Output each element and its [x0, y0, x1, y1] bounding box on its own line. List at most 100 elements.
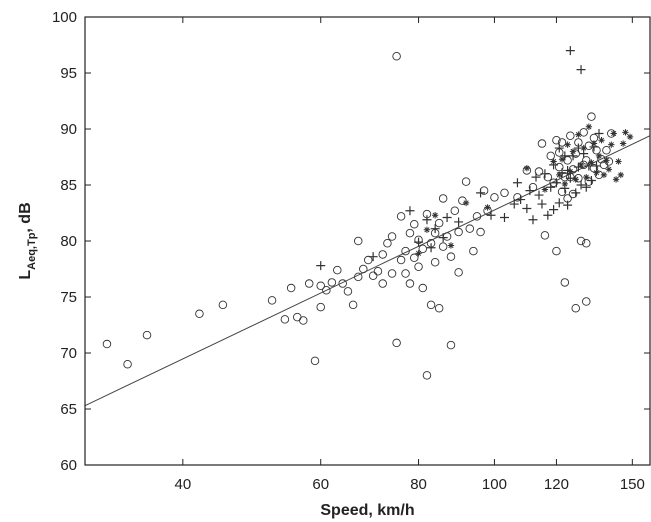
data-point-circle [123, 359, 132, 369]
data-point-circle [422, 371, 432, 380]
data-point-circle [582, 297, 591, 306]
data-point-asterisk [431, 212, 439, 219]
x-tick-label: 120 [544, 476, 569, 493]
y-tick-label: 70 [60, 345, 77, 362]
data-point-circle [353, 272, 363, 282]
x-axis-title: Speed, km/h [320, 502, 414, 519]
data-point-asterisk [561, 180, 569, 188]
x-tick-label: 60 [312, 476, 329, 493]
y-tick-label: 95 [60, 65, 77, 82]
data-point-plus [531, 172, 541, 182]
data-point-plus [540, 169, 550, 179]
data-point-circle [387, 269, 397, 278]
data-point-asterisk [595, 152, 603, 160]
data-point-plus [528, 215, 538, 225]
data-point-asterisk [541, 186, 549, 193]
data-point-asterisk [585, 123, 593, 130]
data-point-plus [522, 204, 532, 214]
data-point-asterisk [590, 140, 598, 147]
data-point-circle [566, 131, 575, 140]
data-point-asterisk [447, 242, 455, 249]
data-point-asterisk [608, 141, 615, 148]
data-point-circle [310, 356, 320, 366]
data-point-asterisk [558, 156, 566, 163]
data-point-circle [405, 279, 415, 288]
data-point-circle [552, 135, 561, 145]
data-point-plus [499, 212, 509, 222]
data-point-circle [490, 193, 499, 202]
x-axis-ticks: 40 60 80 100 120 150 [174, 17, 645, 493]
data-point-circle [378, 279, 387, 288]
data-point-circle [410, 253, 419, 263]
data-point-plus [454, 217, 464, 227]
data-point-asterisk [577, 161, 585, 169]
data-point-asterisk [626, 133, 634, 141]
data-point-circle [387, 232, 397, 241]
y-tick-label: 90 [60, 121, 77, 138]
data-point-circle [102, 339, 112, 349]
data-point-asterisk [462, 199, 470, 207]
data-point-plus [516, 195, 526, 205]
data-point-circle [537, 139, 547, 148]
data-point-circle [368, 271, 378, 280]
data-point-circle [552, 246, 561, 256]
data-point-circle [450, 206, 460, 216]
data-point-circle [426, 300, 436, 310]
data-point-circle [540, 231, 550, 240]
data-point-circle [438, 194, 448, 203]
data-point-asterisk [556, 171, 563, 179]
data-point-asterisk [619, 140, 627, 147]
data-point-plus [586, 176, 596, 186]
x-tick-label: 100 [482, 476, 507, 493]
data-point-circle [338, 279, 347, 288]
data-point-circle [418, 283, 428, 293]
data-point-circle [195, 309, 204, 319]
data-point-circle [584, 141, 594, 151]
data-point-circle [327, 278, 337, 287]
y-tick-label: 100 [52, 9, 77, 26]
data-point-plus [537, 199, 547, 209]
data-point-circle [405, 228, 415, 238]
data-point-plus [426, 243, 436, 253]
data-point-asterisk [572, 176, 579, 183]
data-point-plus [543, 210, 553, 220]
data-point-plus [525, 186, 535, 196]
data-point-plus [563, 200, 573, 210]
data-point-circle [396, 255, 406, 265]
data-point-circle [333, 265, 342, 275]
data-point-circle [316, 302, 325, 312]
data-point-plus [509, 199, 519, 209]
data-point-asterisk [610, 130, 617, 137]
data-point-circle [472, 212, 482, 221]
data-point-circle [218, 300, 228, 310]
y-tick-label: 75 [60, 289, 77, 306]
data-point-circle [513, 193, 522, 202]
data-point-circle [500, 188, 509, 198]
data-point-circle [446, 340, 456, 350]
data-point-circle [392, 338, 401, 348]
data-point-plus [430, 224, 440, 234]
data-point-circle [568, 165, 578, 174]
data-point-asterisk [575, 131, 582, 138]
data-point-asterisk [593, 169, 600, 176]
data-point-asterisk [484, 204, 491, 211]
data-point-circle [430, 258, 440, 267]
data-point-circle [373, 266, 383, 276]
data-point-plus [551, 178, 561, 188]
data-point-circle [304, 279, 314, 288]
data-point-asterisk [564, 141, 571, 148]
data-point-circle [322, 286, 331, 295]
data-point-plus [368, 252, 378, 262]
data-point-plus [576, 180, 586, 190]
data-point-circle [476, 227, 485, 237]
data-point-plus [576, 65, 586, 75]
data-point-plus [565, 46, 575, 56]
data-point-circle [434, 303, 444, 313]
data-point-plus [565, 173, 575, 183]
y-axis-ticks: 60 65 70 75 80 85 90 95 100 [52, 9, 650, 474]
data-point-circle [396, 212, 406, 221]
y-tick-label: 85 [60, 177, 77, 194]
data-point-circle [438, 242, 448, 251]
data-point-circle [442, 232, 452, 241]
